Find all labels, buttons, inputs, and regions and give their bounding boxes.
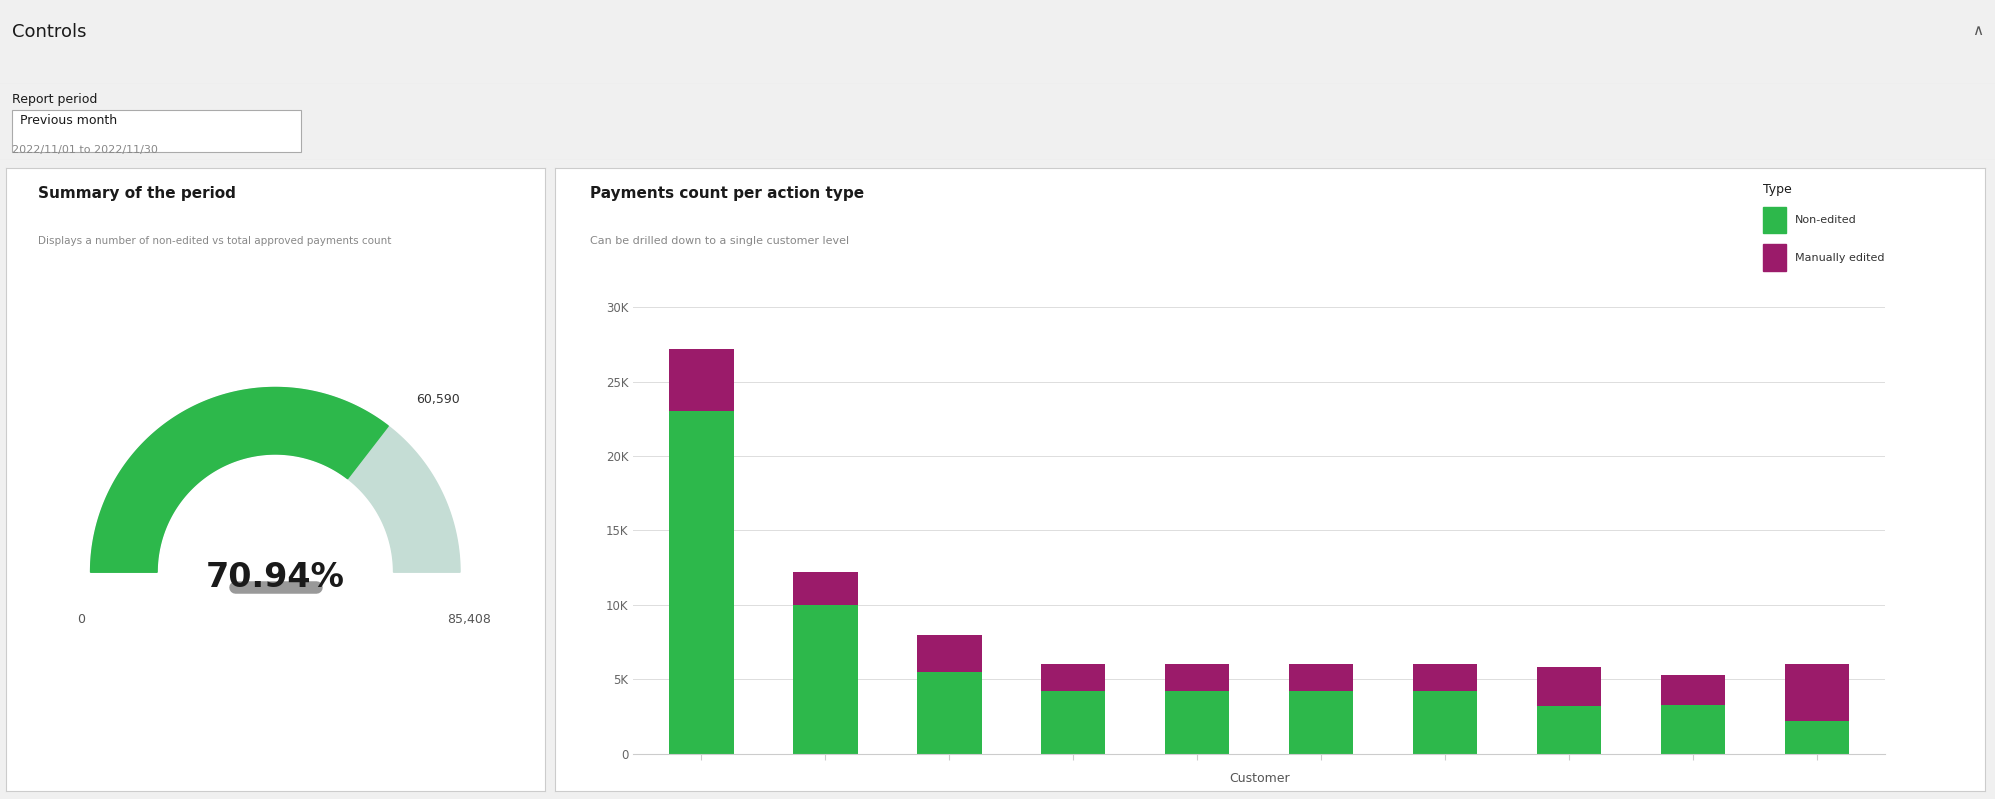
Text: Controls: Controls xyxy=(12,23,86,42)
X-axis label: Customer: Customer xyxy=(1229,773,1289,785)
Bar xyxy=(1784,664,1849,721)
Bar xyxy=(1660,705,1726,753)
Bar xyxy=(1289,691,1353,753)
Bar xyxy=(1660,675,1726,705)
Text: 2022/11/01 to 2022/11/30: 2022/11/01 to 2022/11/30 xyxy=(12,145,158,155)
Text: 60,590: 60,590 xyxy=(417,393,461,406)
Bar xyxy=(1764,207,1786,233)
FancyBboxPatch shape xyxy=(12,110,301,152)
Bar xyxy=(1536,667,1602,706)
Bar xyxy=(1289,664,1353,691)
Bar xyxy=(1412,664,1476,691)
Text: Displays a number of non-edited vs total approved payments count: Displays a number of non-edited vs total… xyxy=(38,237,391,246)
Polygon shape xyxy=(90,388,461,572)
Bar xyxy=(794,572,858,605)
Text: 0: 0 xyxy=(78,613,86,626)
Text: 70.94%: 70.94% xyxy=(205,561,345,594)
Text: ∧: ∧ xyxy=(1971,23,1983,38)
Text: Payments count per action type: Payments count per action type xyxy=(591,186,864,201)
Bar xyxy=(918,672,982,753)
Text: Can be drilled down to a single customer level: Can be drilled down to a single customer… xyxy=(591,237,850,246)
Bar xyxy=(1784,721,1849,753)
Text: 85,408: 85,408 xyxy=(447,613,491,626)
Text: Previous month: Previous month xyxy=(20,113,118,127)
Bar xyxy=(1165,664,1229,691)
Polygon shape xyxy=(90,388,389,572)
Text: Non-edited: Non-edited xyxy=(1796,215,1857,225)
Bar xyxy=(1041,691,1105,753)
Text: Summary of the period: Summary of the period xyxy=(38,186,235,201)
Bar xyxy=(1165,691,1229,753)
Bar xyxy=(1764,244,1786,271)
Bar xyxy=(1041,664,1105,691)
Bar xyxy=(918,634,982,672)
Bar xyxy=(668,349,734,411)
Text: Manually edited: Manually edited xyxy=(1796,252,1885,263)
Bar xyxy=(1412,691,1476,753)
Text: Report period: Report period xyxy=(12,93,98,106)
Bar xyxy=(668,411,734,753)
Bar xyxy=(794,605,858,753)
Bar xyxy=(1536,706,1602,753)
Text: Type: Type xyxy=(1764,183,1792,197)
